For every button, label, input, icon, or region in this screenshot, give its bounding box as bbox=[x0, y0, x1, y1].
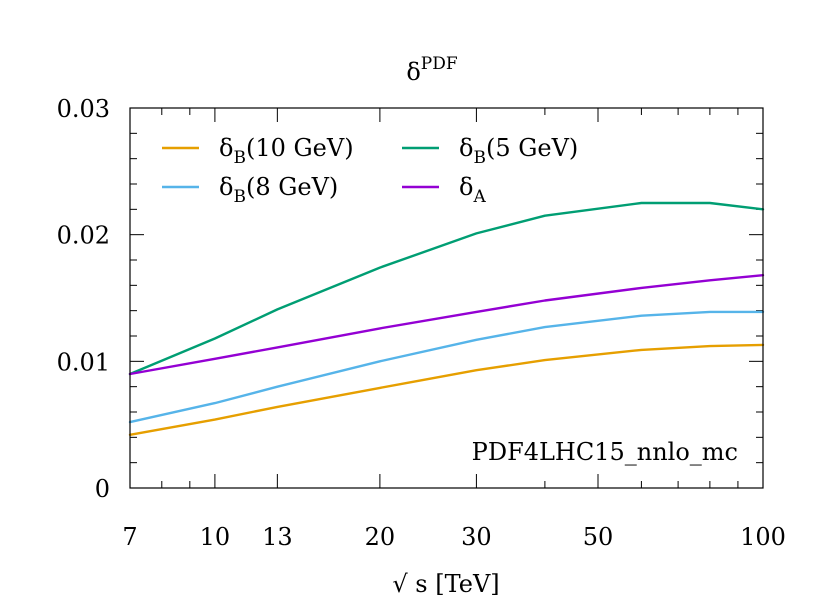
chart-title: δPDF bbox=[406, 54, 458, 86]
x-tick-label: 50 bbox=[583, 523, 614, 551]
legend-label-suffix: (10 GeV) bbox=[246, 134, 354, 162]
x-tick-label: 30 bbox=[461, 523, 492, 551]
x-tick-label: 10 bbox=[200, 523, 231, 551]
legend-item-3: δA bbox=[402, 173, 486, 207]
series-line-1 bbox=[128, 310, 765, 424]
x-tick-label: 7 bbox=[122, 523, 137, 551]
legend-label: δB(8 GeV) bbox=[219, 173, 338, 207]
svg-text:δPDF: δPDF bbox=[406, 54, 458, 86]
legend-label: δA bbox=[459, 173, 486, 207]
plot-area bbox=[128, 201, 765, 436]
legend-label-suffix: (5 GeV) bbox=[486, 134, 578, 162]
y-tick-label: 0 bbox=[95, 475, 110, 503]
x-tick-label: 20 bbox=[365, 523, 396, 551]
series-line-0 bbox=[128, 343, 765, 436]
y-tick-label: 0.03 bbox=[57, 95, 110, 123]
legend-label-base: δ bbox=[219, 173, 233, 201]
y-tick-label: 0.01 bbox=[57, 348, 110, 376]
legend-label: δB(10 GeV) bbox=[219, 134, 354, 168]
chart-title-superscript: PDF bbox=[421, 54, 458, 74]
legend-label-base: δ bbox=[459, 173, 473, 201]
series-line-2 bbox=[128, 201, 765, 376]
x-tick-label: 100 bbox=[740, 523, 786, 551]
legend-label-subscript: A bbox=[472, 187, 486, 207]
x-axis-label: √ s [TeV] bbox=[392, 570, 499, 598]
legend-label: δB(5 GeV) bbox=[459, 134, 578, 168]
legend-label-subscript: B bbox=[233, 187, 246, 207]
annotation-pdf-set: PDF4LHC15_nnlo_mc bbox=[472, 438, 738, 466]
plot-frame bbox=[129, 107, 764, 489]
legend-label-base: δ bbox=[459, 134, 473, 162]
x-tick-label: 13 bbox=[262, 523, 293, 551]
y-tick-label: 0.02 bbox=[57, 222, 110, 250]
tick-labels: 7 10 13 20 30 50 100 0 0.01 0.02 0.03 bbox=[57, 95, 786, 551]
legend-label-subscript: B bbox=[473, 148, 486, 168]
chart-title-base: δ bbox=[406, 58, 420, 86]
legend-label-suffix: (8 GeV) bbox=[246, 173, 338, 201]
series-line-3 bbox=[128, 274, 765, 376]
legend-item-0: δB(10 GeV) bbox=[162, 134, 354, 168]
legend-item-2: δB(5 GeV) bbox=[402, 134, 578, 168]
legend-item-1: δB(8 GeV) bbox=[162, 173, 338, 207]
legend-label-subscript: B bbox=[233, 148, 246, 168]
legend-label-base: δ bbox=[219, 134, 233, 162]
legend: δB(10 GeV)δB(8 GeV)δB(5 GeV)δA bbox=[162, 134, 578, 207]
axis-ticks bbox=[129, 107, 764, 489]
